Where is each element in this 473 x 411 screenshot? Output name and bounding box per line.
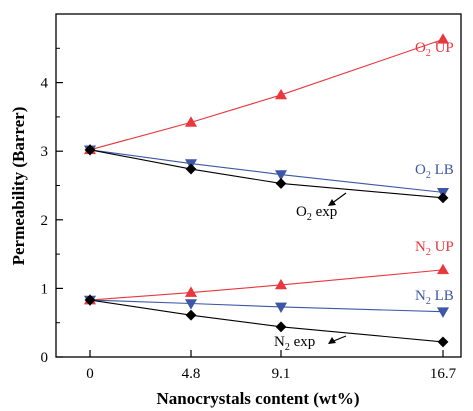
x-axis-title: Nanocrystals content (wt%) [156,389,359,408]
x-tick-label: 0 [86,366,94,382]
y-tick-label: 2 [41,213,49,229]
data-point [274,302,288,314]
data-point [185,309,197,321]
series-o2_lb [83,145,450,199]
data-point [274,88,288,100]
y-tick-label: 1 [41,281,49,297]
series-o2_up [83,33,450,155]
x-tick-label: 9.1 [272,366,291,382]
y-tick-label: 4 [41,76,49,92]
data-point [437,192,449,204]
series-line [89,299,444,343]
series-o2_exp [84,144,449,204]
annotation-n2_lb: N2 LB [415,288,454,307]
data-point [184,286,198,297]
series-line [89,149,444,193]
data-point [436,263,450,275]
series-line [89,38,444,151]
data-point [274,278,288,290]
annotation-arrow-head [328,337,336,344]
series-n2_up [83,263,450,305]
data-point [184,116,198,127]
data-point [185,163,197,175]
series-line [89,269,444,301]
data-point [275,178,287,189]
data-point [184,299,198,310]
data-point [84,294,96,306]
annotation-n2_up: N2 UP [415,239,454,258]
annotation-o2_up: O2 UP [415,40,454,59]
data-point [84,144,96,156]
x-tick-label: 16.7 [430,366,457,382]
y-tick-label: 0 [41,350,49,366]
annotation-layer: O2 UP O2 LB O2 exp N2 UP N2 LB N2 exp [274,40,454,353]
y-tick-label: 3 [41,144,49,160]
data-point [437,336,449,348]
series-line [89,149,444,199]
annotation-n2_exp: N2 exp [274,334,315,353]
series-line [89,299,444,313]
data-point [436,33,450,44]
annotation-arrow-head [328,199,336,206]
series-layer [83,33,450,348]
data-point [275,321,287,333]
annotation-o2_lb: O2 LB [415,162,454,181]
data-point [436,307,450,318]
data-point [274,170,288,181]
y-axis-title: Permeability (Barrer) [9,107,28,266]
ticks-layer: 0 1 2 3 4 0 4.8 9.1 16.7 [41,47,457,382]
x-tick-label: 4.8 [182,366,201,382]
series-n2_exp [84,294,449,348]
series-n2_lb [83,295,450,318]
annotation-o2_exp: O2 exp [296,204,337,223]
